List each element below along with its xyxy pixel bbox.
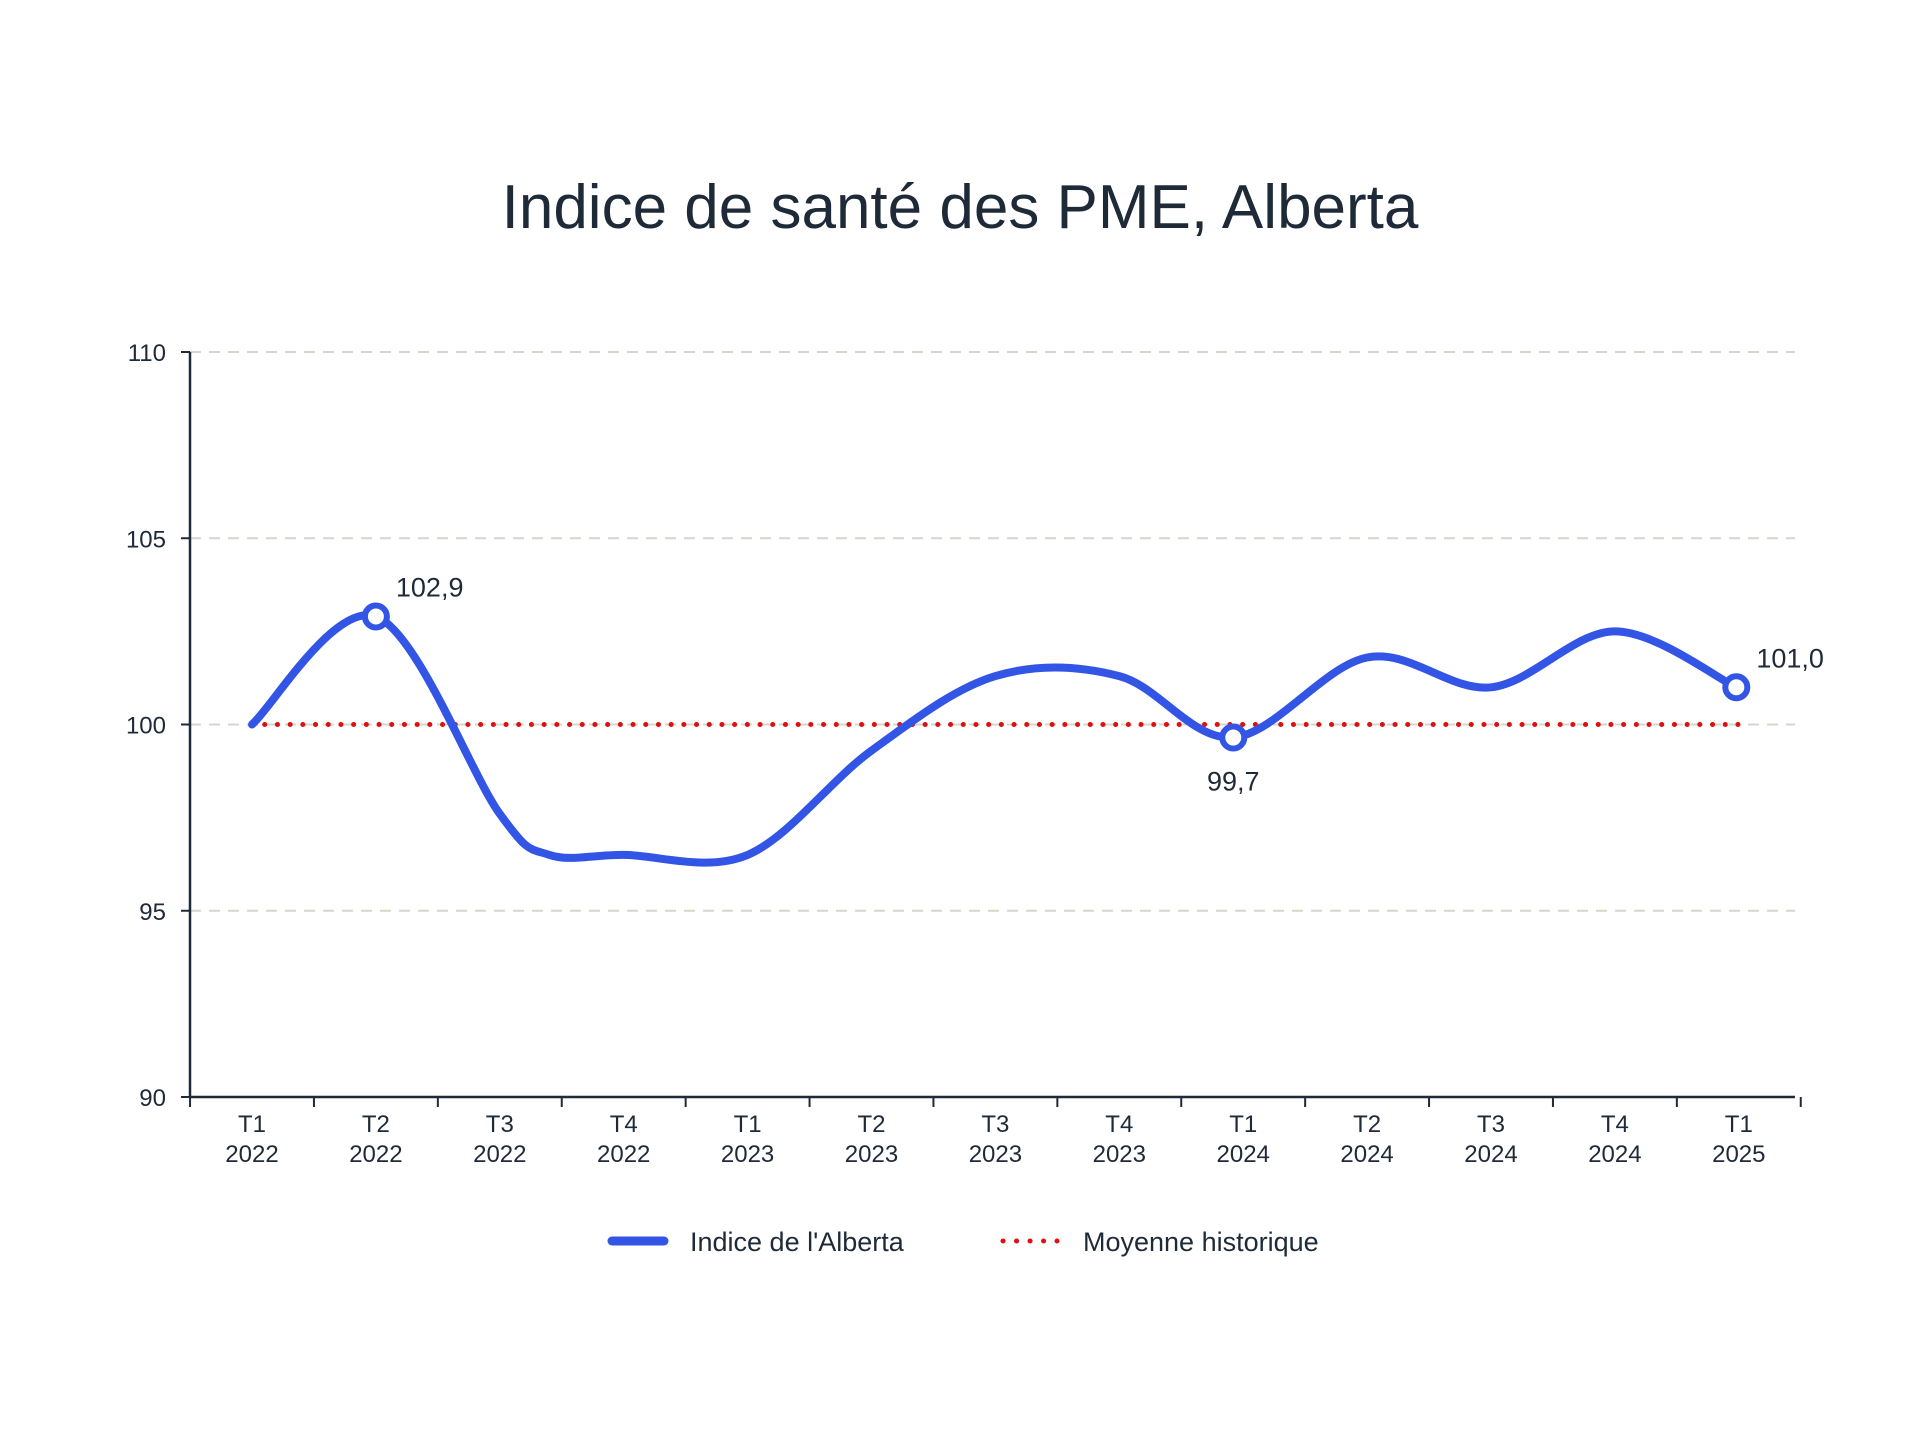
y-tick-label-105: 105: [126, 526, 166, 553]
x-tick-label-quarter: T1: [238, 1111, 266, 1138]
x-tick-label-quarter: T4: [1601, 1111, 1629, 1138]
x-tick-label-quarter: T3: [1477, 1111, 1505, 1138]
x-tick-label-quarter: T1: [1229, 1111, 1257, 1138]
x-tick-label-year: 2022: [597, 1141, 650, 1168]
data-label: 99,7: [1207, 767, 1260, 797]
x-tick-label-year: 2023: [1093, 1141, 1146, 1168]
x-tick-label-year: 2024: [1340, 1141, 1393, 1168]
x-tick-label-year: 2023: [845, 1141, 898, 1168]
x-tick-label-quarter: T2: [1353, 1111, 1381, 1138]
x-tick-label-quarter: T4: [610, 1111, 638, 1138]
x-tick-label-quarter: T1: [734, 1111, 762, 1138]
x-tick-label-year: 2024: [1464, 1141, 1517, 1168]
x-axis-ticks: T1 2022 T2 2022 T3 2022 T4 2022 T1 2023 T2 2023 T3 20…: [189, 1097, 1802, 1168]
y-tick-label-100: 100: [126, 713, 166, 740]
y-tick-label-90: 90: [139, 1085, 166, 1112]
y-tick-label-95: 95: [139, 899, 166, 926]
data-point-marker: [1722, 673, 1751, 702]
x-tick-label-year: 2022: [225, 1141, 278, 1168]
gridlines: [190, 351, 1795, 912]
x-tick-label-quarter: T3: [486, 1111, 514, 1138]
data-label: 101,0: [1756, 643, 1824, 673]
chart-title: Indice de santé des PME, Alberta: [502, 173, 1419, 242]
annotations: 102,9 99,7 101,0: [361, 572, 1824, 797]
series-lines: [248, 611, 1742, 867]
legend-label-historical-average: Moyenne historique: [1083, 1227, 1319, 1257]
x-tick-label-year: 2022: [473, 1141, 526, 1168]
legend-label-alberta: Indice de l'Alberta: [690, 1227, 905, 1257]
x-tick-label-quarter: T4: [1105, 1111, 1133, 1138]
series-line-alberta: [248, 611, 1741, 867]
data-point-marker: [1219, 723, 1248, 752]
data-label: 102,9: [396, 572, 464, 602]
x-tick-label-year: 2024: [1588, 1141, 1641, 1168]
x-tick-label-quarter: T1: [1725, 1111, 1753, 1138]
x-tick-label-quarter: T2: [857, 1111, 885, 1138]
legend: Indice de l'Alberta Moyenne historique: [607, 1227, 1319, 1257]
x-tick-label-quarter: T2: [362, 1111, 390, 1138]
y-tick-label-110: 110: [128, 340, 166, 367]
y-axis-ticks: 90 95 100 105 110: [126, 340, 190, 1112]
x-tick-label-year: 2023: [969, 1141, 1022, 1168]
x-tick-label-year: 2022: [349, 1141, 402, 1168]
x-tick-label-year: 2025: [1712, 1141, 1765, 1168]
x-tick-label-year: 2023: [721, 1141, 774, 1168]
x-tick-label-year: 2024: [1217, 1141, 1270, 1168]
data-point-marker: [361, 602, 390, 631]
x-tick-label-quarter: T3: [981, 1111, 1009, 1138]
